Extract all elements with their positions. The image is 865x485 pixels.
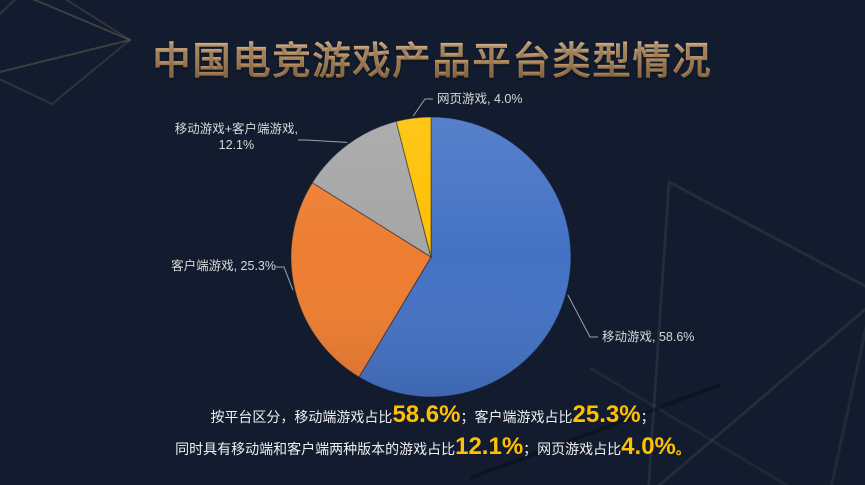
summary-text-segment: 同时具有移动端和客户端两种版本的游戏占比: [175, 441, 456, 457]
summary-highlight-value: 58.6%: [392, 401, 461, 428]
deco-triangle-right: [647, 180, 865, 485]
summary-highlight-value: 。: [675, 441, 690, 457]
summary-line-2: 同时具有移动端和客户端两种版本的游戏占比12.1%；网页游戏占比4.0%。: [0, 431, 865, 463]
data-label-mobile-plus-client-line2: 12.1%: [218, 138, 255, 152]
leader-lines: [276, 98, 598, 338]
leader-line-mobile-client: [298, 139, 348, 143]
summary-highlight-value: 25.3%: [572, 401, 641, 428]
deco-line-bottomright-1: [589, 366, 790, 485]
data-label-mobile-games: 移动游戏, 58.6%: [602, 330, 695, 344]
data-label-mobile-plus-client-games: 移动游戏+客户端游戏, 12.1%: [175, 121, 298, 153]
leader-line-web: [412, 98, 433, 117]
data-label-client-games: 客户端游戏, 25.3%: [171, 259, 276, 273]
leader-line-client: [276, 266, 294, 291]
data-label-mobile-plus-client-line1: 移动游戏+客户端游戏,: [174, 122, 298, 136]
summary-text: 按平台区分，移动端游戏占比58.6%；客户端游戏占比25.3%； 同时具有移动端…: [0, 399, 865, 463]
pie-shade-overlay: [291, 117, 571, 397]
summary-highlight-value: 4.0%: [621, 433, 676, 460]
summary-text-segment: ；客户端游戏占比: [460, 409, 573, 425]
summary-text-segment: ；: [640, 409, 655, 425]
summary-text-segment: ；网页游戏占比: [523, 441, 622, 457]
data-label-web-games: 网页游戏, 4.0%: [437, 92, 523, 106]
deco-triangle-topleft-1: [0, 0, 131, 73]
deco-line-right: [829, 324, 865, 485]
leader-line-mobile: [567, 294, 598, 338]
summary-highlight-value: 12.1%: [455, 433, 524, 460]
summary-line-1: 按平台区分，移动端游戏占比58.6%；客户端游戏占比25.3%；: [0, 399, 865, 431]
deco-line-bottomright-2: [469, 383, 721, 480]
deco-triangle-topleft-2: [0, 0, 131, 105]
summary-text-segment: 按平台区分，移动端游戏占比: [210, 409, 393, 425]
page-title: 中国电竞游戏产品平台类型情况: [0, 30, 865, 85]
